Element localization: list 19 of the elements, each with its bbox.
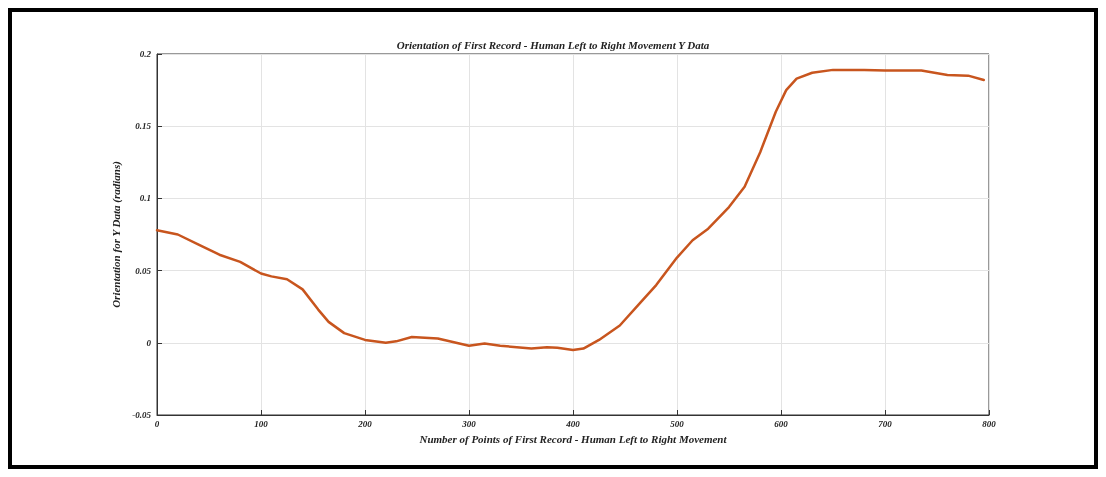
x-tick-label: 300 bbox=[461, 418, 477, 429]
x-tick-label: 0 bbox=[154, 418, 160, 429]
y-tick-label: 0.15 bbox=[135, 121, 152, 132]
x-tick-label: 500 bbox=[670, 418, 685, 429]
x-tick-label: 200 bbox=[357, 418, 373, 429]
chart-title: Orientation of First Record - Human Left to Right Movement Y Data bbox=[396, 38, 710, 51]
line-series bbox=[155, 68, 986, 352]
x-tick-label: 400 bbox=[565, 418, 581, 429]
y-axis-title: Orientation for Y Data (radians) bbox=[109, 161, 123, 308]
x-tick-label: 600 bbox=[774, 418, 789, 429]
y-tick-label: 0.05 bbox=[135, 265, 152, 276]
y-tick-label: -0.05 bbox=[132, 410, 152, 420]
y-tick-label: 0 bbox=[146, 337, 152, 348]
x-tick-label: 700 bbox=[878, 418, 893, 429]
x-axis-title: Number of Points of First Record - Human Left to Right Movement bbox=[418, 432, 728, 445]
y-tick-label: 0.1 bbox=[139, 193, 151, 204]
x-tick-label: 100 bbox=[254, 418, 269, 429]
y-tick-label: 0.2 bbox=[139, 49, 152, 59]
x-tick-label: 800 bbox=[982, 418, 997, 429]
